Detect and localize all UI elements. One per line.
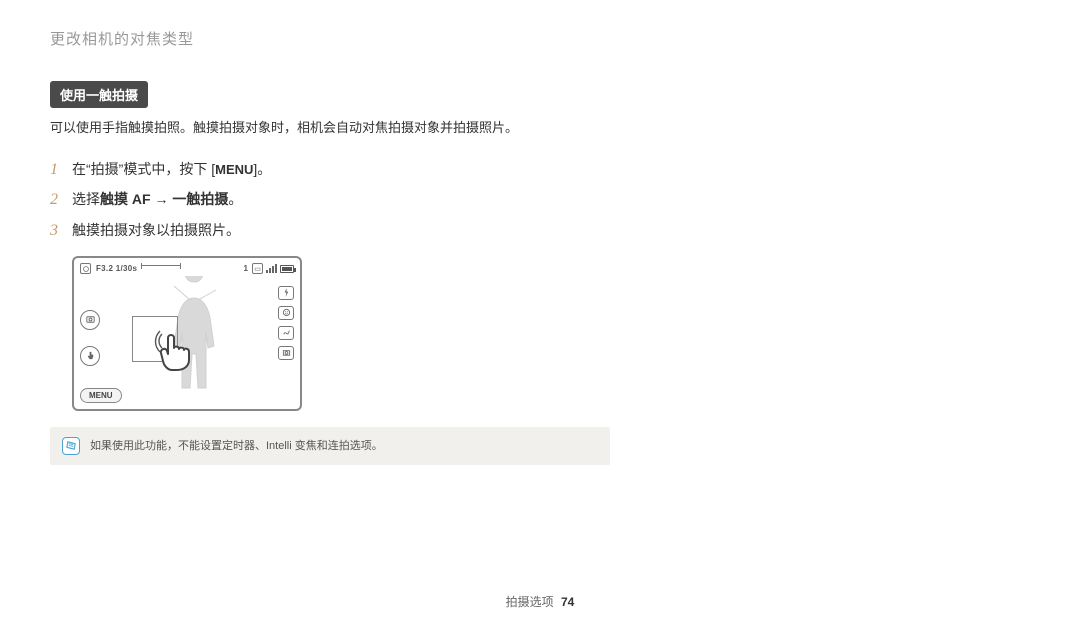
mode-indicator-icon	[80, 263, 91, 274]
note-text: 如果使用此功能，不能设置定时器、Intelli 变焦和连拍选项。	[90, 437, 383, 453]
mode-dial-icon	[80, 310, 100, 330]
touch-hand-icon	[154, 328, 199, 373]
menu-label: MENU	[215, 162, 253, 177]
camera-icon	[278, 346, 294, 360]
step-text: 触摸拍摄对象以拍摄照片。	[72, 217, 1030, 244]
lcd-right-icons	[278, 286, 294, 360]
step-bold: 触摸 AF → 一触拍摄	[100, 191, 228, 207]
step-item: 3 触摸拍摄对象以拍摄照片。	[50, 216, 1030, 246]
step-number: 3	[50, 216, 72, 246]
lcd-topbar: F3.2 1/30s 1 ▭	[80, 262, 294, 276]
note-box: 如果使用此功能，不能设置定时器、Intelli 变焦和连拍选项。	[50, 427, 610, 465]
step-item: 2 选择触摸 AF → 一触拍摄。	[50, 185, 1030, 215]
breadcrumb: 更改相机的对焦类型	[50, 28, 1030, 49]
flash-icon	[278, 286, 294, 300]
storage-icon: ▭	[252, 263, 263, 274]
step-number: 1	[50, 155, 72, 185]
section-description: 可以使用手指触摸拍照。触摸拍摄对象时，相机会自动对焦拍摄对象并拍摄照片。	[50, 118, 550, 139]
lcd-left-icons	[80, 310, 100, 366]
exposure-text: F3.2 1/30s	[96, 264, 137, 273]
page-number: 74	[561, 595, 574, 609]
battery-icon	[280, 265, 294, 273]
step-text: 在“拍摄”模式中，按下 [MENU]。	[72, 156, 1030, 183]
footer-label: 拍摄选项	[506, 595, 554, 609]
step-text: 选择触摸 AF → 一触拍摄。	[72, 186, 1030, 213]
touch-af-icon	[80, 346, 100, 366]
signal-bars-icon	[266, 264, 277, 273]
lcd-menu-button: MENU	[80, 388, 122, 403]
steps-list: 1 在“拍摄”模式中，按下 [MENU]。 2 选择触摸 AF → 一触拍摄。 …	[50, 155, 1030, 246]
note-info-icon	[62, 437, 80, 455]
step-number: 2	[50, 185, 72, 215]
ev-scale	[141, 265, 181, 273]
lcd-screen: F3.2 1/30s 1 ▭	[72, 256, 302, 411]
page-footer: 拍摄选项 74	[0, 593, 1080, 610]
step-item: 1 在“拍摄”模式中，按下 [MENU]。	[50, 155, 1030, 185]
shot-count: 1	[244, 264, 248, 273]
stabilize-icon	[278, 326, 294, 340]
face-icon	[278, 306, 294, 320]
section-badge: 使用一触拍摄	[50, 81, 148, 108]
camera-lcd-illustration: F3.2 1/30s 1 ▭	[72, 256, 1030, 411]
